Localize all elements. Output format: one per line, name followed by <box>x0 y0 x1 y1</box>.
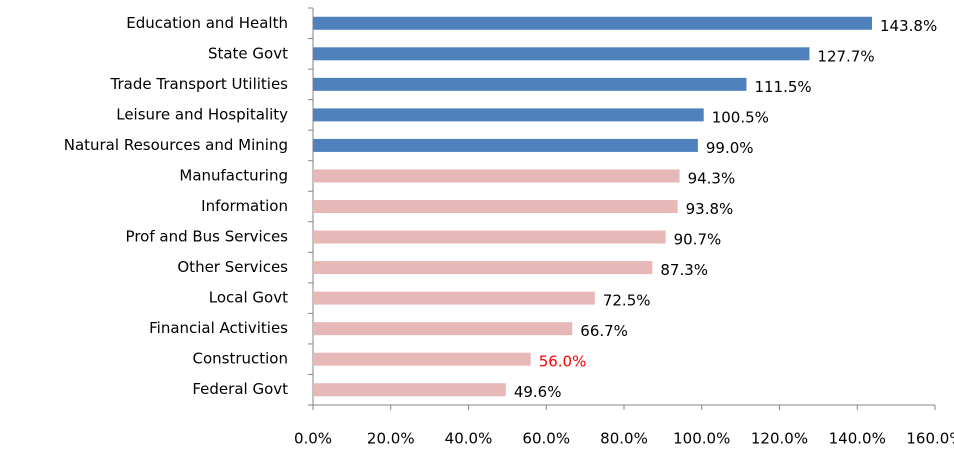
y-tick-label: Leisure and Hospitality <box>116 105 288 123</box>
y-tick-label: Information <box>201 197 288 215</box>
x-tick-label: 0.0% <box>294 430 332 448</box>
y-tick-label: Prof and Bus Services <box>126 228 289 246</box>
bar <box>313 16 873 30</box>
value-label: 56.0% <box>539 353 587 371</box>
y-tick-label: Local Govt <box>209 289 288 307</box>
bar <box>313 230 666 244</box>
bar <box>313 108 704 122</box>
bar <box>313 200 678 213</box>
value-label: 72.5% <box>603 292 651 310</box>
bar <box>313 383 506 397</box>
x-tick-label: 120.0% <box>751 430 808 448</box>
x-tick-label: 100.0% <box>673 430 730 448</box>
y-tick-label: Natural Resources and Mining <box>64 136 288 154</box>
bar <box>313 261 653 275</box>
value-label: 93.8% <box>686 200 734 218</box>
value-label: 66.7% <box>580 322 628 340</box>
bar <box>313 352 531 366</box>
bar <box>313 47 810 61</box>
y-tick-label: Manufacturing <box>179 166 288 184</box>
y-tick-label: Other Services <box>177 258 288 276</box>
value-label: 49.6% <box>514 383 562 401</box>
y-tick-label: State Govt <box>208 44 288 62</box>
bar <box>313 169 680 183</box>
value-label: 94.3% <box>688 169 736 187</box>
y-tick-label: Trade Transport Utilities <box>110 75 289 93</box>
value-label: 100.5% <box>712 108 769 126</box>
y-tick-label: Federal Govt <box>192 380 288 398</box>
value-label: 90.7% <box>674 231 722 249</box>
y-tick-label: Education and Health <box>126 14 288 32</box>
bar <box>313 77 747 91</box>
bar <box>313 138 698 152</box>
y-tick-label: Financial Activities <box>149 319 288 337</box>
bar <box>313 322 573 336</box>
value-label: 99.0% <box>706 139 754 157</box>
x-tick-label: 20.0% <box>367 430 415 448</box>
value-label: 127.7% <box>817 47 874 65</box>
x-tick-label: 40.0% <box>445 430 493 448</box>
bar <box>313 291 595 305</box>
value-label: 143.8% <box>880 17 937 35</box>
x-tick-label: 60.0% <box>522 430 570 448</box>
x-tick-label: 160.0% <box>906 430 954 448</box>
value-label: 87.3% <box>660 261 708 279</box>
x-tick-label: 140.0% <box>829 430 886 448</box>
y-tick-label: Construction <box>192 350 288 368</box>
value-label: 111.5% <box>754 78 811 96</box>
x-tick-label: 80.0% <box>600 430 648 448</box>
